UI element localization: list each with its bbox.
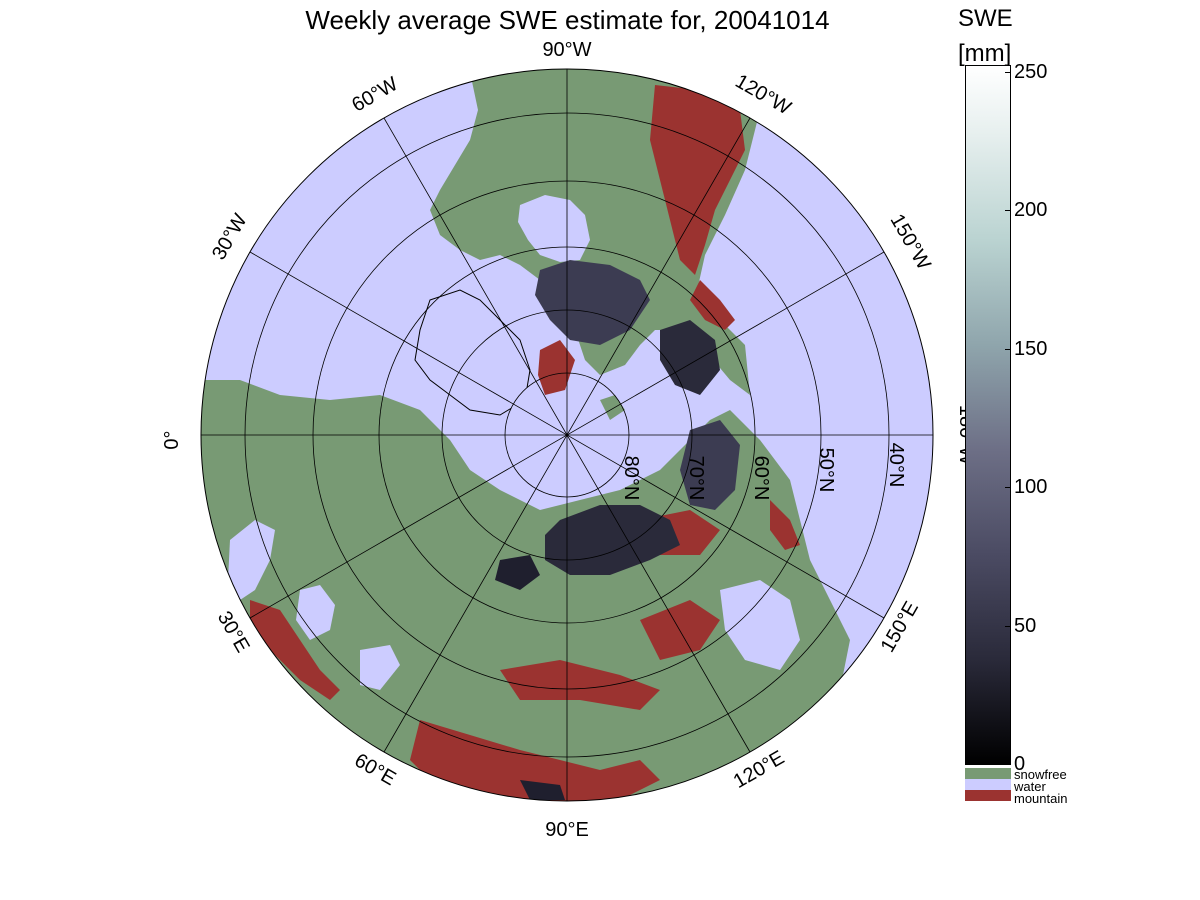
- legend-label-water: water: [1014, 779, 1046, 794]
- colorbar: [965, 65, 1011, 765]
- lon-label: 90°W: [542, 39, 591, 61]
- lat-label: 60°N: [750, 456, 772, 501]
- colorbar-tick-label: 50: [1014, 615, 1037, 637]
- black-sea: [360, 645, 400, 690]
- colorbar-tick-label: 0: [1014, 753, 1026, 775]
- arctic-coast-water: [480, 405, 660, 490]
- graticule: [200, 68, 934, 802]
- colorbar-tickmark: [1005, 72, 1011, 73]
- lat-label: 70°N: [685, 456, 707, 501]
- lon-label: 0°: [161, 430, 183, 449]
- lat-label: 40°N: [885, 443, 907, 488]
- okhotsk-sea: [720, 580, 800, 670]
- land-layer: [201, 69, 850, 801]
- colorbar-title: SWE: [958, 5, 1013, 32]
- baltic-sea: [228, 520, 275, 600]
- meridians: [201, 69, 933, 801]
- legend-swatch-mountain: [965, 790, 1011, 801]
- lon-label: 120°W: [731, 70, 794, 119]
- hudson-bay: [518, 195, 590, 262]
- colorbar-tick-label: 150: [1014, 338, 1048, 360]
- lon-label: 150°W: [886, 210, 935, 273]
- lat-label: 80°N: [620, 456, 642, 501]
- colorbar-tick-label: 250: [1014, 61, 1048, 83]
- lat-label: 50°N: [815, 448, 837, 493]
- snow-cover-areas: [495, 260, 740, 800]
- colorbar-unit: [mm]: [958, 40, 1012, 67]
- legend-swatch-snowfree: [965, 768, 1011, 779]
- colorbar-tick-label: 200: [1014, 199, 1048, 221]
- caspian-sea: [296, 585, 335, 640]
- colorbar-tickmark: [1005, 349, 1011, 350]
- legend-swatch-water: [965, 779, 1011, 790]
- legend-label-snowfree: snowfree: [1014, 767, 1067, 782]
- map-title: Weekly average SWE estimate for, 2004101…: [305, 5, 830, 35]
- colorbar-tickmark: [1005, 210, 1011, 211]
- lon-label: 30°W: [208, 210, 252, 264]
- legend-label-mountain: mountain: [1014, 791, 1068, 806]
- latitude-labels: 80°N 70°N 60°N 50°N 40°N: [620, 443, 907, 501]
- lon-label: 60°W: [348, 73, 402, 117]
- lon-label: 90°E: [545, 819, 589, 841]
- lon-label: 30°E: [213, 608, 254, 657]
- colorbar-tickmark: [1005, 487, 1011, 488]
- colorbar-tickmark: [1005, 626, 1011, 627]
- colorbar-tick-label: 100: [1014, 476, 1048, 498]
